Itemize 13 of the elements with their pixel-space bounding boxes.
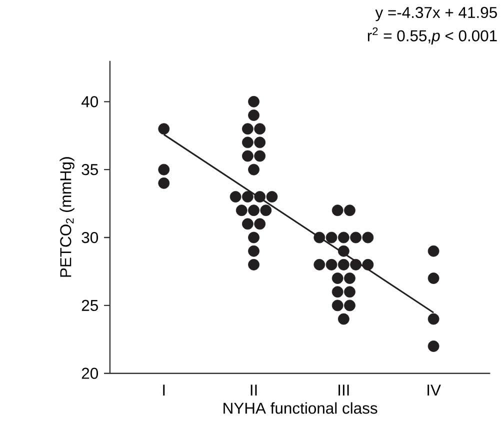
text: y =-4.37x + 41.95 [375,6,497,22]
text: r$^{2}$ = 0.55,p < 0.001 [368,27,497,44]
x-axis-title: NYHA functional class [224,402,378,414]
y-tick-label: 35 [82,164,98,176]
y-tick-label: 20 [82,368,98,379]
x-tick-label: II [250,384,257,396]
x-tick-label: IV [428,384,441,396]
y-tick-label: 30 [82,232,98,243]
y-tick-label: 40 [81,96,98,108]
y-tick-label: 25 [82,300,98,311]
x-tick-label: I [163,384,165,396]
x-tick-label: III [338,384,349,396]
y-axis-title: PETCO$_{2}$ (mmHg) [60,157,74,277]
